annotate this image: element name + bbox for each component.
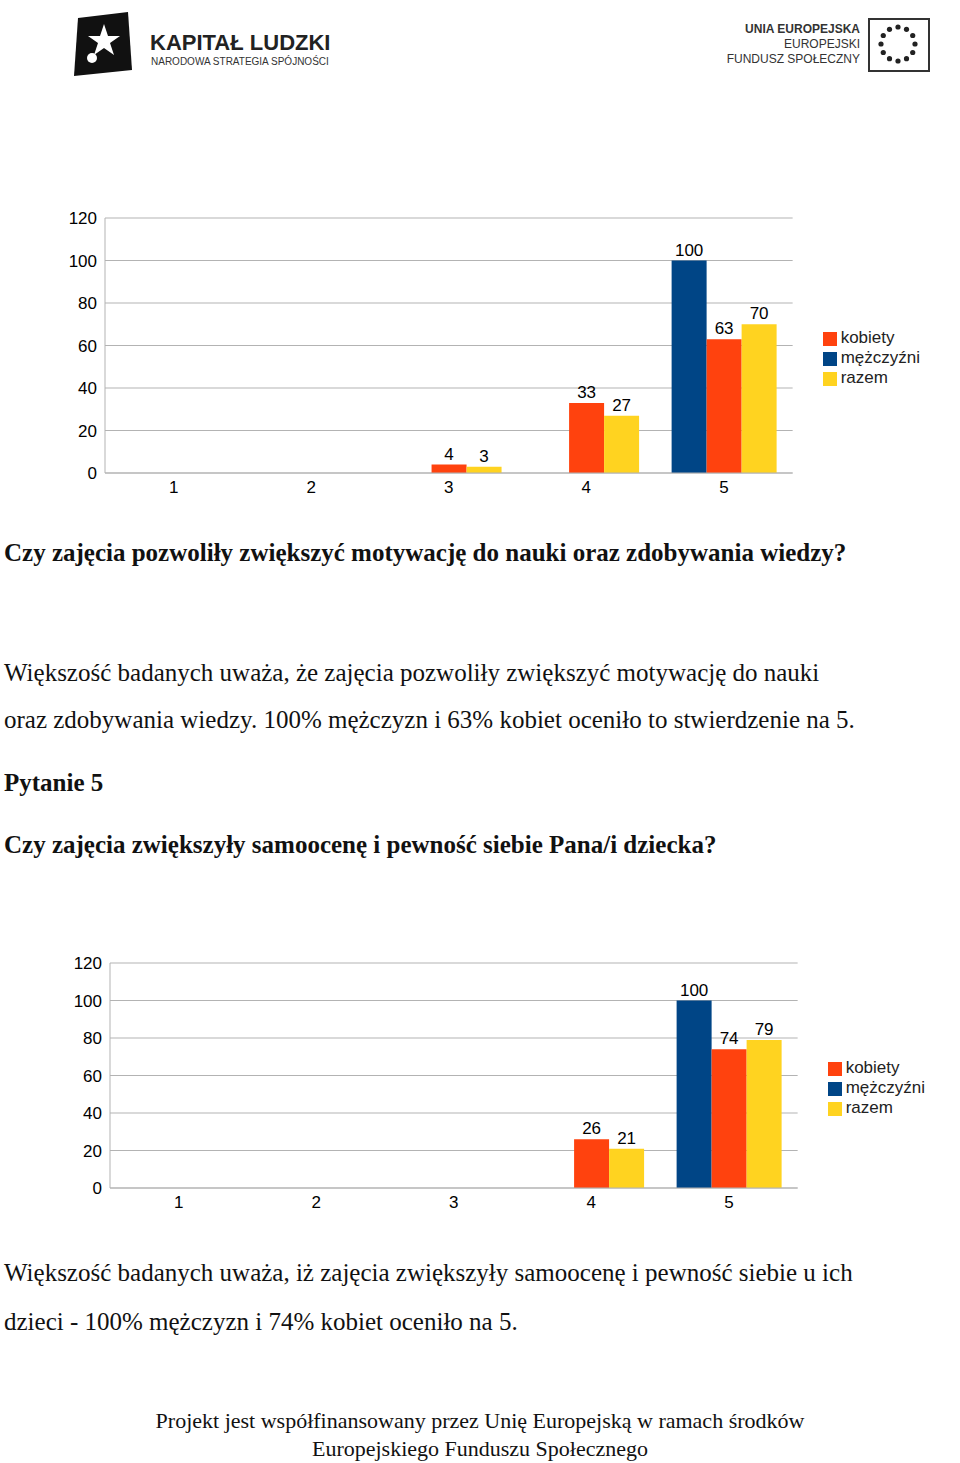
svg-text:100: 100	[74, 992, 102, 1011]
svg-text:4: 4	[587, 1193, 596, 1212]
html-text:dzieci - 100% mężczyzn i 74% k: dzieci - 100% mężczyzn i 74% kobiet ocen…	[4, 1308, 518, 1335]
svg-text:27: 27	[612, 396, 631, 415]
svg-text:0: 0	[88, 464, 97, 483]
html-text:NARODOWA STRATEGIA SPÓJNOŚCI: NARODOWA STRATEGIA SPÓJNOŚCI	[151, 56, 329, 67]
html-text:kobiety: kobiety	[845, 1058, 900, 1077]
svg-text:2: 2	[312, 1193, 321, 1212]
svg-text:80: 80	[83, 1029, 102, 1048]
html-text:KAPITAŁ LUDZKI: KAPITAŁ LUDZKI	[150, 30, 331, 55]
html-text:mężczyźni: mężczyźni	[840, 348, 920, 367]
svg-text:0: 0	[93, 1179, 102, 1198]
svg-text:33: 33	[577, 383, 596, 402]
html-text:EUROPEJSKI: EUROPEJSKI	[784, 37, 860, 51]
svg-text:100: 100	[675, 241, 703, 260]
svg-text:60: 60	[83, 1067, 102, 1086]
svg-text:2: 2	[307, 478, 316, 497]
svg-text:120: 120	[69, 209, 97, 228]
svg-text:4: 4	[444, 445, 453, 464]
html-text:UNIA EUROPEJSKA: UNIA EUROPEJSKA	[745, 22, 860, 36]
svg-text:120: 120	[74, 954, 102, 973]
html-text:Czy zajęcia pozwoliły zwiększy: Czy zajęcia pozwoliły zwiększyć motywacj…	[4, 539, 847, 566]
html-text:Pytanie 5: Pytanie 5	[4, 769, 104, 796]
svg-text:3: 3	[479, 447, 488, 466]
svg-text:40: 40	[78, 379, 97, 398]
html-text:FUNDUSZ SPOŁECZNY: FUNDUSZ SPOŁECZNY	[726, 52, 860, 66]
html-text:mężczyźni: mężczyźni	[845, 1078, 925, 1097]
svg-text:3: 3	[444, 478, 453, 497]
svg-text:26: 26	[582, 1119, 601, 1138]
svg-text:40: 40	[83, 1104, 102, 1123]
svg-text:80: 80	[78, 294, 97, 313]
html-text:razem: razem	[845, 1098, 893, 1117]
svg-text:74: 74	[720, 1029, 739, 1048]
svg-text:3: 3	[449, 1193, 458, 1212]
svg-text:100: 100	[69, 252, 97, 271]
svg-text:4: 4	[582, 478, 591, 497]
html-text:Większość badanych uważa, iż z: Większość badanych uważa, iż zajęcia zwi…	[4, 1259, 853, 1286]
svg-text:1: 1	[174, 1193, 183, 1212]
html-text:kobiety: kobiety	[840, 328, 895, 347]
svg-text:5: 5	[719, 478, 728, 497]
svg-text:20: 20	[83, 1142, 102, 1161]
html-text:Większość badanych uważa, że z: Większość badanych uważa, że zajęcia poz…	[4, 659, 820, 686]
html-text:oraz zdobywania wiedzy. 100% m: oraz zdobywania wiedzy. 100% mężczyzn i …	[4, 706, 855, 733]
html-text:Projekt jest współfinansowany: Projekt jest współfinansowany przez Unię…	[155, 1408, 805, 1433]
html-text:Europejskiego Funduszu Społecz: Europejskiego Funduszu Społecznego	[312, 1436, 648, 1461]
svg-text:20: 20	[78, 422, 97, 441]
svg-text:100: 100	[680, 981, 708, 1000]
svg-text:1: 1	[169, 478, 178, 497]
svg-text:21: 21	[617, 1129, 636, 1148]
svg-text:63: 63	[715, 319, 734, 338]
svg-text:70: 70	[750, 304, 769, 323]
svg-text:79: 79	[755, 1020, 774, 1039]
html-text:Czy zajęcia zwiększyły samooce: Czy zajęcia zwiększyły samoocenę i pewno…	[4, 831, 717, 858]
svg-text:60: 60	[78, 337, 97, 356]
html-text:razem: razem	[840, 368, 888, 387]
svg-text:5: 5	[724, 1193, 733, 1212]
